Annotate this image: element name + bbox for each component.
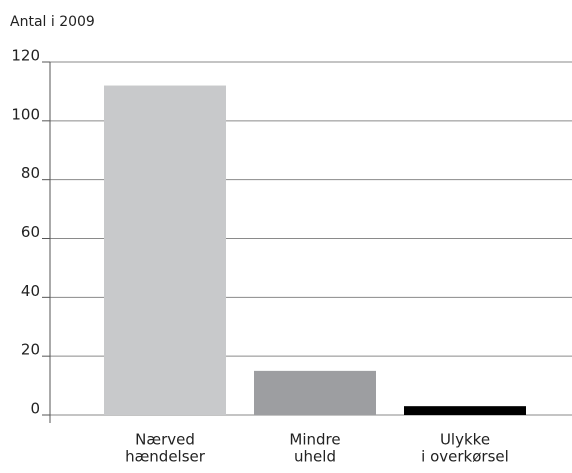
x-tick-label: Ulykke — [440, 431, 490, 449]
y-tick-label: 100 — [11, 105, 40, 123]
bar — [254, 370, 376, 415]
y-axis-label: Antal i 2009 — [10, 14, 95, 30]
x-tick-label: Mindre — [289, 431, 340, 449]
y-tick-label: 40 — [21, 282, 40, 300]
x-tick-label: hændelser — [125, 448, 206, 466]
bar — [104, 85, 226, 416]
x-tick-label: Nærved — [135, 431, 195, 449]
x-tick-label: uheld — [294, 448, 336, 466]
y-tick-label: 80 — [21, 164, 40, 182]
bar — [404, 406, 526, 415]
y-tick-label: 60 — [21, 223, 40, 241]
y-tick-label: 120 — [11, 47, 40, 65]
y-tick-label: 20 — [21, 341, 40, 359]
y-tick-label: 0 — [30, 400, 40, 418]
x-tick-label: i overkørsel — [421, 448, 509, 466]
